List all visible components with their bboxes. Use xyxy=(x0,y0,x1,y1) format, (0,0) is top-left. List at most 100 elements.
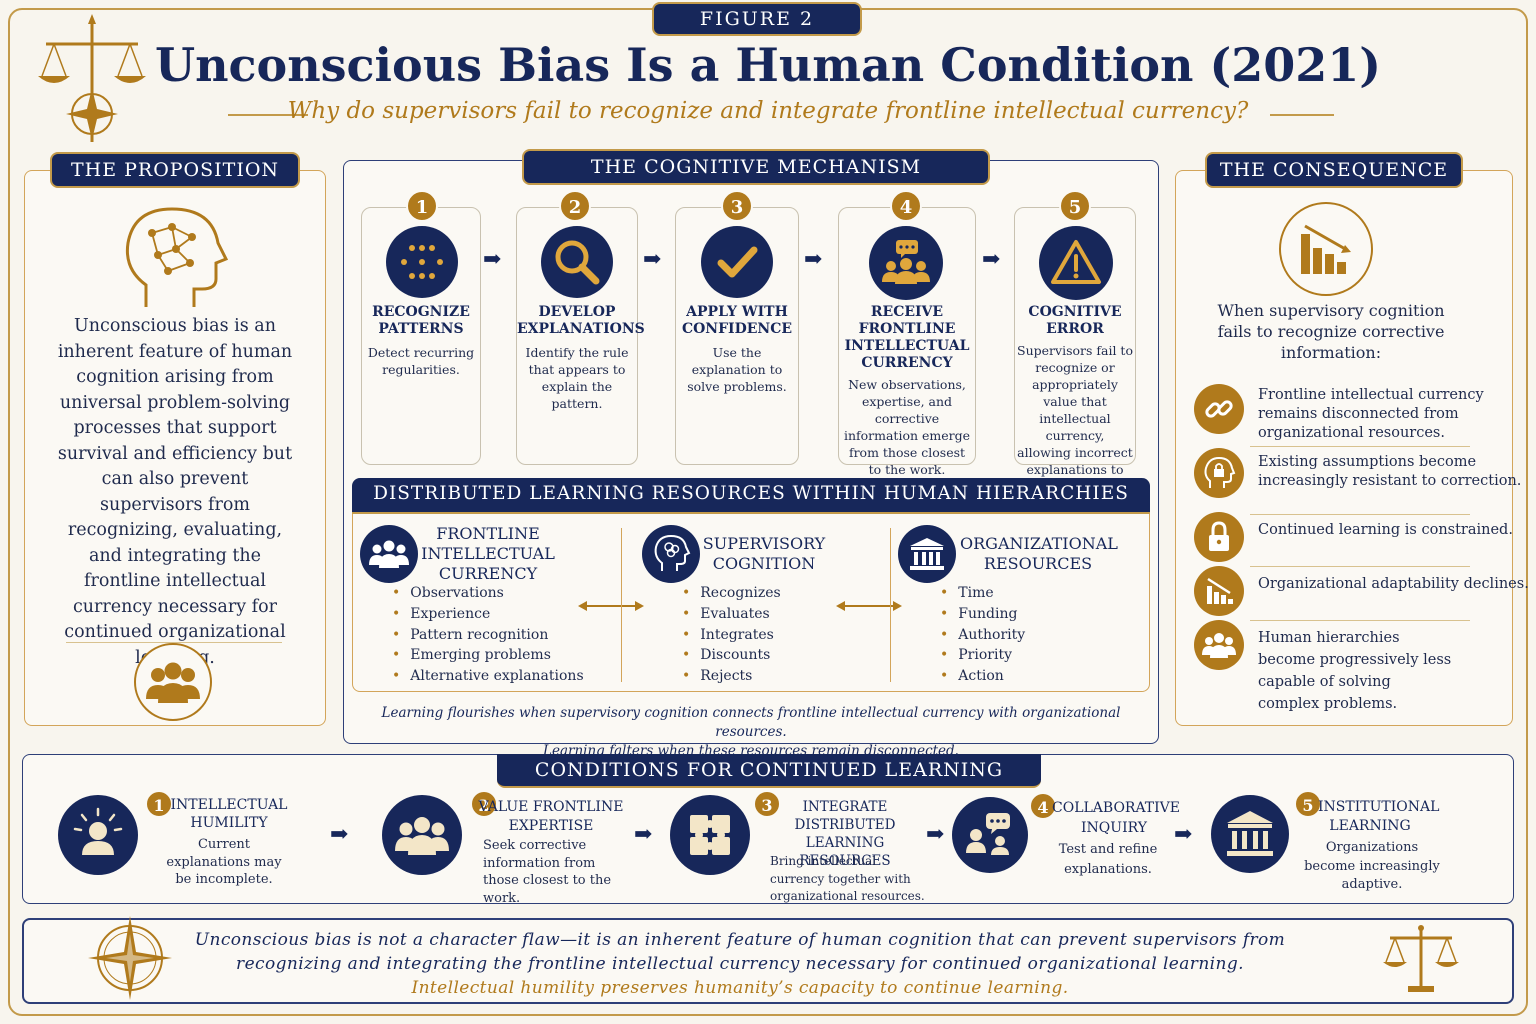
dist-col-title: ORGANIZATIONAL RESOURCES xyxy=(960,534,1118,573)
institution-icon xyxy=(1211,795,1289,873)
closing-line-2: recognizing and integrating the frontlin… xyxy=(236,954,1244,974)
warning-icon xyxy=(1039,226,1113,300)
step-desc: New observations, expertise, and correct… xyxy=(843,377,971,477)
consequence-item: Human hierarchies become progressively l… xyxy=(1258,630,1452,712)
arrow-right-icon: ➡ xyxy=(330,822,349,847)
condition-number: 3 xyxy=(753,790,781,818)
closing-panel xyxy=(22,918,1514,1004)
list-item: Time xyxy=(940,583,1025,604)
condition-number: 1 xyxy=(145,790,173,818)
step-number: 1 xyxy=(406,190,438,222)
step-title: RECOGNIZE PATTERNS xyxy=(372,304,470,337)
padlock-icon xyxy=(1194,512,1244,562)
checkmark-icon xyxy=(701,226,773,298)
consequence-rule xyxy=(1250,446,1470,447)
consequence-header: THE CONSEQUENCE xyxy=(1205,152,1463,188)
step-title: DEVELOP EXPLANATIONS xyxy=(517,304,645,337)
condition-title: INSTITUTIONAL LEARNING xyxy=(1318,799,1440,834)
condition-desc: Bring intellectual currency together wit… xyxy=(770,854,925,903)
condition-number: 4 xyxy=(1029,792,1057,820)
consequence-rule xyxy=(1250,566,1470,567)
consequence-item: Frontline intellectual currency remains … xyxy=(1258,387,1484,441)
condition-number: 2 xyxy=(470,790,498,818)
puzzle-icon xyxy=(670,795,750,875)
arrow-right-icon: ➡ xyxy=(926,822,945,847)
list-item: Action xyxy=(940,666,1025,687)
list-item: Observations xyxy=(392,583,584,604)
step-desc: Detect recurring regularities. xyxy=(367,345,475,377)
consequence-rule xyxy=(1250,620,1470,621)
condition-desc: Organizations become increasingly adapti… xyxy=(1304,840,1440,892)
compass-star-icon xyxy=(84,912,176,1004)
list-item: Discounts xyxy=(682,645,781,666)
broken-link-icon xyxy=(1194,384,1244,434)
consequence-intro: When supervisory cognition fails to reco… xyxy=(1217,301,1445,362)
institution-icon xyxy=(898,525,956,583)
closing-text: Unconscious bias is not a character flaw… xyxy=(190,928,1290,1000)
list-item: Recognizes xyxy=(682,583,780,604)
double-arrow-icon xyxy=(578,598,644,614)
column-divider xyxy=(621,528,622,682)
proposition-panel xyxy=(24,170,326,726)
proposition-rule xyxy=(66,642,282,643)
figure-label: FIGURE 2 xyxy=(652,2,862,36)
people-icon xyxy=(1194,620,1244,670)
people-icon xyxy=(382,795,462,875)
mechanism-step-2: DEVELOP EXPLANATIONS Identify the rule t… xyxy=(516,207,645,465)
closing-line-1: Unconscious bias is not a character flaw… xyxy=(194,930,1286,950)
enlightened-person-icon xyxy=(58,795,138,875)
list-item: Alternative explanations xyxy=(392,666,583,687)
mechanism-step-1: RECOGNIZE PATTERNS Detect recurring regu… xyxy=(361,207,481,465)
step-title: APPLY WITH CONFIDENCE xyxy=(681,304,793,337)
step-desc: Supervisors fail to recognize or appropr… xyxy=(1017,343,1133,494)
consequence-rule xyxy=(1250,514,1470,515)
list-item: Experience xyxy=(392,604,584,625)
dist-col-list: Recognizes Evaluates Integrates Discount… xyxy=(682,583,781,687)
consequence-item: Organizational adaptability declines. xyxy=(1258,576,1529,592)
condition-title: INTELLECTUAL HUMILITY xyxy=(170,797,288,831)
dist-col-title: FRONTLINE INTELLECTUAL CURRENCY xyxy=(421,524,555,583)
list-item: Priority xyxy=(940,645,1025,666)
list-item: Authority xyxy=(940,625,1025,646)
proposition-text: Unconscious bias is an inherent feature … xyxy=(57,316,293,668)
people-chat-icon xyxy=(952,797,1028,873)
arrow-right-icon: ➡ xyxy=(1174,822,1193,847)
step-desc: Identify the rule that appears to explai… xyxy=(525,345,629,411)
list-item: Emerging problems xyxy=(392,645,584,666)
mechanism-header: THE COGNITIVE MECHANISM xyxy=(522,149,990,185)
dist-col-title: SUPERVISORY COGNITION xyxy=(702,534,826,573)
condition-title: COLLABORATIVE INQUIRY xyxy=(1052,800,1181,836)
double-arrow-icon xyxy=(836,598,902,614)
step-number: 3 xyxy=(721,190,753,222)
mechanism-step-3: APPLY WITH CONFIDENCE Use the explanatio… xyxy=(675,207,799,465)
list-item: Evaluates xyxy=(682,604,781,625)
people-chat-icon xyxy=(869,226,943,300)
locked-head-icon xyxy=(1194,448,1244,498)
conditions-header: CONDITIONS FOR CONTINUED LEARNING xyxy=(497,754,1041,788)
step-number: 2 xyxy=(559,190,591,222)
condition-desc: Seek corrective information from those c… xyxy=(483,838,612,906)
distributed-footnote: Learning flourishes when supervisory cog… xyxy=(344,704,1158,761)
condition-number: 5 xyxy=(1294,790,1322,818)
list-item: Integrates xyxy=(682,625,781,646)
subtitle-rule-right xyxy=(1270,114,1334,116)
proposition-header: THE PROPOSITION xyxy=(50,152,300,188)
head-network-icon xyxy=(118,203,230,315)
dots-grid-icon xyxy=(386,226,458,298)
condition-desc: Test and refine explanations. xyxy=(1058,842,1158,877)
list-item: Rejects xyxy=(682,666,781,687)
magnifier-icon xyxy=(541,226,613,298)
arrow-right-icon: ➡ xyxy=(982,247,1001,272)
step-number: 5 xyxy=(1059,190,1091,222)
declining-chart-icon xyxy=(1279,202,1373,296)
step-number: 4 xyxy=(890,190,922,222)
scales-compass-icon xyxy=(36,14,148,150)
scales-icon xyxy=(1382,922,1460,998)
page-subtitle: Why do supervisors fail to recognize and… xyxy=(287,98,1249,124)
arrow-right-icon: ➡ xyxy=(483,247,502,272)
people-group-icon xyxy=(134,643,212,721)
arrow-right-icon: ➡ xyxy=(634,822,653,847)
consequence-item: Continued learning is constrained. xyxy=(1258,522,1513,538)
decline-bars-icon xyxy=(1194,566,1244,616)
dist-col-list: Time Funding Authority Priority Action xyxy=(940,583,1025,687)
